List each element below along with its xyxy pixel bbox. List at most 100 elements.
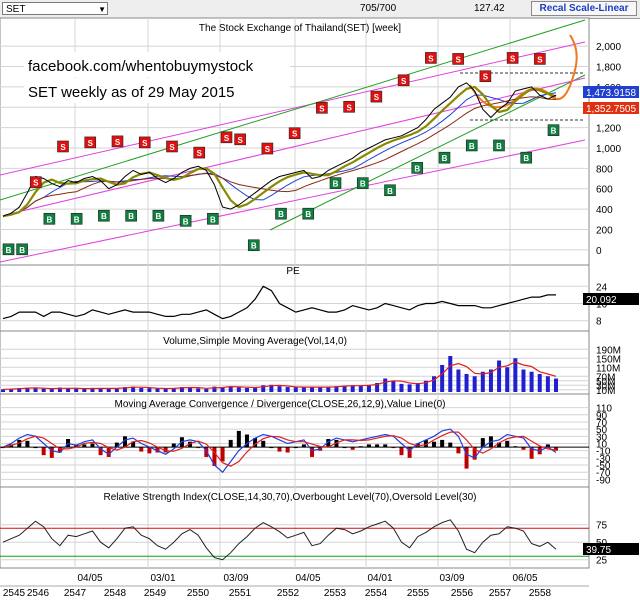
volume-bar	[253, 387, 258, 392]
volume-bar	[529, 371, 534, 392]
marker-label: B	[101, 212, 107, 221]
macd-histogram-bar	[236, 430, 241, 448]
marker-label: B	[551, 127, 557, 136]
y-tick-label: 1,200	[596, 124, 621, 135]
marker-label: B	[155, 212, 161, 221]
volume-bar	[17, 387, 22, 392]
macd-histogram-bar	[155, 447, 160, 453]
marker-label: S	[60, 143, 66, 152]
volume-bar	[415, 383, 420, 392]
macd-histogram-bar	[277, 447, 282, 452]
last-value-red: 1,352.7505	[586, 104, 636, 115]
marker-box	[493, 139, 505, 152]
marker-label: S	[237, 136, 243, 145]
volume-title: Volume,Simple Moving Average(Vol,14,0)	[163, 336, 347, 347]
macd-histogram-bar	[383, 444, 388, 448]
sell-marker: S	[316, 101, 328, 114]
recal-scale-button[interactable]: Recal Scale-Linear	[531, 1, 637, 16]
volume-bar	[399, 383, 404, 392]
marker-label: S	[319, 104, 325, 113]
y-tick-label: 110M	[596, 363, 620, 374]
x-tick-label-bottom: 2555	[407, 588, 430, 599]
marker-box	[152, 209, 165, 222]
y-tick-label: 25	[596, 556, 608, 567]
ma-brown-line	[2, 96, 557, 217]
marker-label: B	[74, 215, 80, 224]
volume-bar	[188, 387, 193, 392]
marker-box	[520, 151, 533, 164]
volume-bar	[383, 378, 388, 392]
marker-box	[425, 52, 437, 64]
marker-label: B	[387, 187, 393, 196]
volume-bar	[57, 387, 62, 392]
marker-label: S	[115, 138, 121, 147]
macd-histogram-bar	[131, 441, 136, 448]
macd-histogram-bar	[114, 442, 119, 448]
macd-histogram-bar	[310, 447, 315, 457]
macd-histogram-bar	[41, 447, 46, 456]
macd-histogram-bar	[261, 440, 266, 448]
volume-bar	[179, 387, 184, 392]
sell-marker: S	[84, 136, 97, 149]
y-tick-label: 400	[596, 205, 613, 216]
volume-bar	[244, 387, 249, 392]
x-tick-label-bottom: 2548	[104, 588, 127, 599]
buy-marker: B	[493, 139, 505, 152]
volume-bar	[131, 386, 136, 392]
volume-bar	[366, 384, 371, 392]
marker-label: S	[401, 77, 407, 86]
marker-label: S	[292, 130, 298, 139]
marker-box	[2, 243, 15, 256]
x-tick-label-bottom: 2549	[144, 588, 167, 599]
volume-bar	[310, 387, 315, 392]
x-tick-label-bottom: 2552	[277, 588, 300, 599]
x-tick-label-bottom: 2550	[187, 588, 210, 599]
marker-label: B	[6, 246, 12, 255]
y-tick-label: 10M	[596, 386, 615, 397]
macd-histogram-bar	[253, 438, 258, 448]
marker-box	[98, 209, 110, 222]
buy-marker: B	[384, 184, 396, 197]
volume-bar	[334, 386, 339, 392]
x-tick-label-bottom: 2558	[529, 588, 552, 599]
macd-histogram-bar	[285, 447, 290, 453]
volume-bar	[318, 387, 323, 392]
marker-label: S	[33, 179, 39, 188]
buy-marker: B	[547, 124, 560, 136]
symbol-select[interactable]: SET ▼	[2, 2, 108, 15]
toolbar: SET ▼ 705/700 127.42 Recal Scale-Linear	[0, 0, 640, 19]
macd-histogram-bar	[90, 443, 95, 448]
buy-marker: B	[302, 207, 315, 220]
marker-label: S	[374, 93, 380, 102]
volume-bar	[90, 387, 95, 392]
buy-marker: B	[438, 151, 451, 164]
macd-histogram-bar	[505, 440, 510, 448]
y-tick-label: 24	[596, 282, 608, 293]
y-tick-label: 75	[596, 521, 608, 532]
sell-marker: S	[193, 146, 206, 159]
volume-bar	[301, 386, 306, 392]
pe-last-box	[583, 293, 639, 305]
chevron-down-icon[interactable]: ▼	[98, 5, 106, 14]
sell-marker: S	[220, 131, 233, 144]
sell-marker: S	[479, 70, 492, 83]
macd-histogram-bar	[521, 447, 526, 450]
rsi-title: Relative Strength Index(CLOSE,14,30,70),…	[104, 492, 477, 503]
macd-histogram-bar	[220, 447, 225, 462]
sell-marker: S	[397, 74, 410, 87]
volume-bar	[326, 386, 331, 392]
volume-bar	[114, 387, 119, 392]
volume-bar	[171, 387, 176, 392]
sell-marker: S	[166, 140, 178, 153]
macd-histogram-bar	[375, 444, 380, 448]
macd-histogram-bar	[497, 442, 502, 448]
volume-bar	[236, 387, 241, 392]
volume-bar	[74, 388, 79, 392]
x-tick-label-bottom: 2556	[451, 588, 474, 599]
sell-marker: S	[506, 52, 519, 64]
macd-histogram-bar	[244, 434, 249, 448]
buy-marker: B	[411, 162, 424, 174]
marker-box	[356, 177, 369, 189]
marker-label: S	[265, 145, 271, 154]
